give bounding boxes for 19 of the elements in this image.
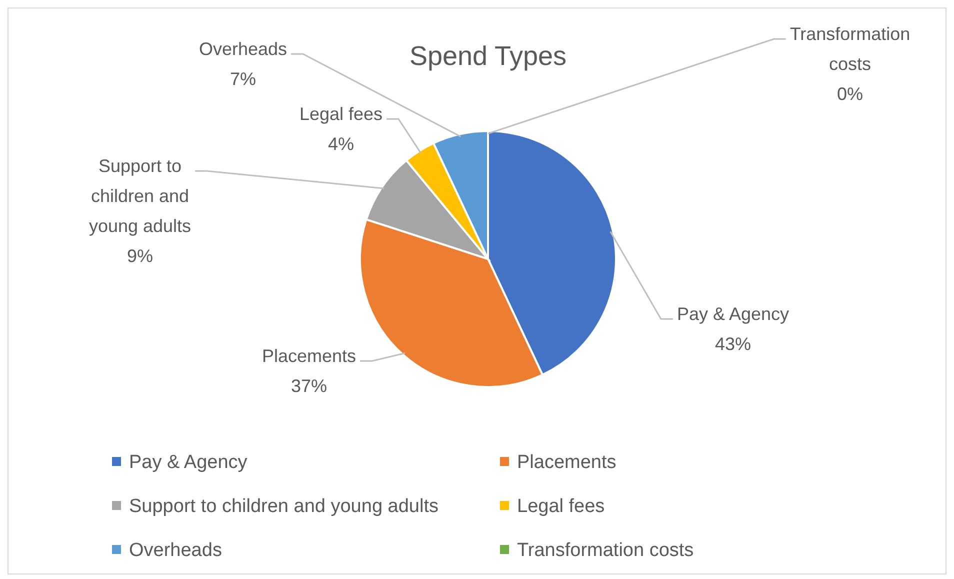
legend-label: Overheads: [129, 540, 222, 561]
legend-label: Transformation costs: [517, 540, 694, 561]
slice-label: Placements: [262, 346, 356, 366]
data-label: 9%: [126, 246, 154, 266]
chart-title: Spend Types: [409, 41, 567, 71]
legend-label: Legal fees: [517, 496, 605, 517]
slice-label: Overheads: [198, 39, 288, 59]
data-label: 43%: [714, 334, 752, 354]
slice-label: Pay & Agency: [676, 304, 790, 324]
data-label: 7%: [230, 69, 256, 89]
text: 0%: [836, 84, 864, 104]
data-label: 4%: [328, 134, 354, 154]
data-label: 37%: [290, 376, 328, 396]
slice-label: Support to children and young adults: [88, 156, 192, 236]
legend-label: Support to children and young adults: [129, 496, 438, 517]
category-label: Transformation costs: [790, 24, 910, 74]
legend-label: Placements: [517, 452, 616, 473]
slice-label: Legal fees: [299, 104, 383, 124]
legend-label: Pay & Agency: [129, 452, 248, 473]
